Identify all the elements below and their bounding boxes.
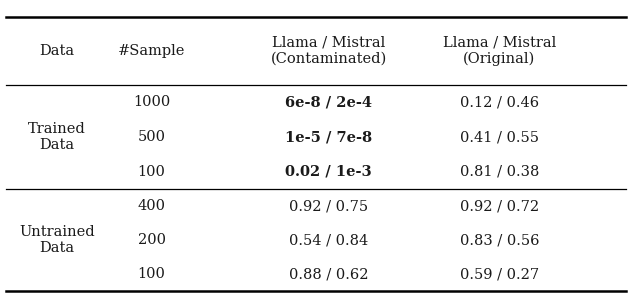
Text: 6e-8 / 2e-4: 6e-8 / 2e-4 <box>285 95 372 109</box>
Text: Llama / Mistral
(Original): Llama / Mistral (Original) <box>442 35 556 66</box>
Text: 0.12 / 0.46: 0.12 / 0.46 <box>459 95 539 109</box>
Text: #Sample: #Sample <box>118 44 185 58</box>
Text: 1000: 1000 <box>133 95 170 109</box>
Text: Untrained
Data: Untrained Data <box>19 225 95 255</box>
Text: 0.88 / 0.62: 0.88 / 0.62 <box>289 267 368 281</box>
Text: Trained
Data: Trained Data <box>28 122 86 152</box>
Text: 0.41 / 0.55: 0.41 / 0.55 <box>460 130 538 144</box>
Text: 0.81 / 0.38: 0.81 / 0.38 <box>459 165 539 179</box>
Text: 500: 500 <box>138 130 166 144</box>
Text: 100: 100 <box>138 267 166 281</box>
Text: 0.92 / 0.75: 0.92 / 0.75 <box>289 199 368 213</box>
Text: 0.92 / 0.72: 0.92 / 0.72 <box>459 199 539 213</box>
Text: 400: 400 <box>138 199 166 213</box>
Text: Data: Data <box>39 44 75 58</box>
Text: 1e-5 / 7e-8: 1e-5 / 7e-8 <box>285 130 372 144</box>
Text: Llama / Mistral
(Contaminated): Llama / Mistral (Contaminated) <box>270 36 387 66</box>
Text: 0.83 / 0.56: 0.83 / 0.56 <box>459 233 539 247</box>
Text: 0.59 / 0.27: 0.59 / 0.27 <box>459 267 539 281</box>
Text: 0.54 / 0.84: 0.54 / 0.84 <box>289 233 368 247</box>
Text: 0.02 / 1e-3: 0.02 / 1e-3 <box>285 165 372 179</box>
Text: 200: 200 <box>138 233 166 247</box>
Text: 100: 100 <box>138 165 166 179</box>
